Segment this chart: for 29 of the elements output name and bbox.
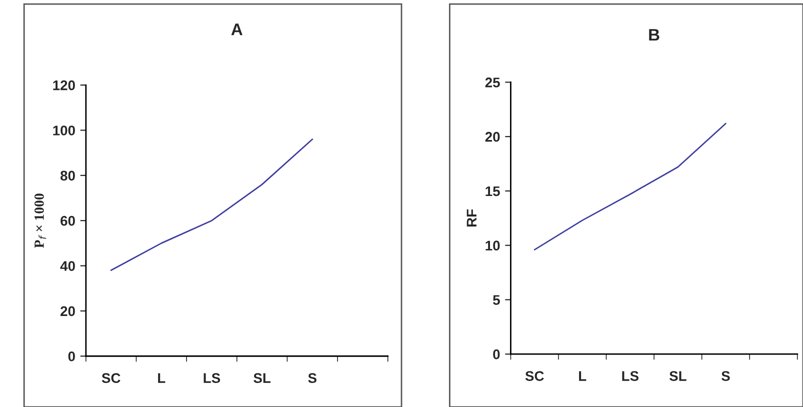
y-tick-label: 60 [60,216,75,226]
y-tick-label: 20 [485,132,500,142]
x-tick-label: SC [525,371,544,381]
y-tick-label: 80 [60,170,75,181]
x-tick-label: LS [204,373,220,383]
x-tick-label: L [158,373,166,383]
x-tick-label: S [308,373,316,383]
x-tick-label: SL [254,373,270,383]
x-tick-label: LS [622,371,638,381]
y-tick-label: 15 [486,186,500,196]
y-axis-title: P$_{f}$ × 1000 [34,194,46,248]
line-series [534,122,726,250]
y-tick-label: 20 [60,306,75,316]
y-tick-label: 120 [53,80,75,90]
y-tick-label: 40 [60,261,75,271]
line-series [110,138,314,271]
chart-title: A [231,24,242,36]
y-tick-label: 100 [53,126,75,136]
y-tick-label: 10 [486,240,500,251]
x-tick-label: SC [102,373,120,383]
x-tick-label: S [721,371,730,381]
y-tick-label: 5 [492,295,500,305]
y-axis-title: RF [466,209,476,226]
y-tick-label: 0 [68,351,75,362]
x-tick-label: L [579,371,586,381]
y-tick-label: 0 [493,349,500,360]
chart-title: B [649,29,660,41]
x-tick-label: SL [669,371,686,381]
y-tick-label: 25 [485,78,500,88]
